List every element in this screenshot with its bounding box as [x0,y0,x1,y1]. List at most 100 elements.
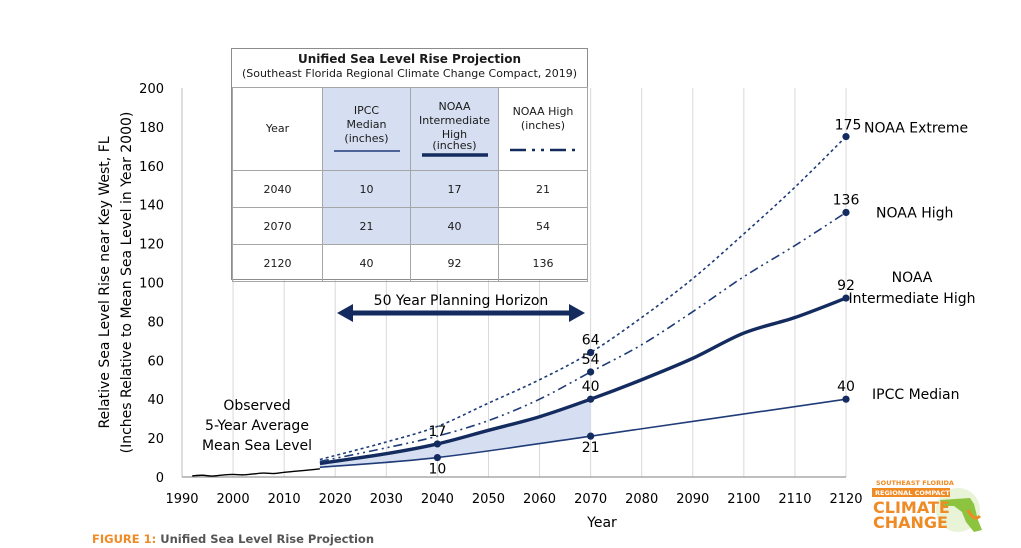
cell-noaa-int-high: 92 [410,244,499,282]
cell-ipcc: 10 [322,170,411,208]
data-point [842,294,850,302]
cell-noaa-high: 54 [498,207,588,245]
data-point [433,453,441,462]
header-nih-line1: NOAA [438,100,471,113]
header-ipcc-line1: IPCC [353,104,380,118]
data-point [587,432,595,440]
x-tick-label: 2100 [727,492,760,507]
header-ipcc-line3: (inches) [344,131,389,145]
data-label: 40 [582,379,600,395]
observed-label: Observed [223,398,290,414]
series-label: NOAA Extreme [864,121,968,137]
series-line [192,468,320,477]
x-tick-label: 2050 [472,492,505,507]
series-label: NOAA [892,270,933,286]
series-line [319,211,847,463]
florida-outline-icon [936,488,982,532]
observed-label: Mean Sea Level [202,438,312,454]
observed-label: 5-Year Average [205,418,309,434]
x-axis-title: Year [586,515,617,531]
cell-noaa-int-high: 17 [410,170,499,208]
cell-year: 2040 [232,170,323,208]
x-tick-label: 2010 [268,492,301,507]
header-nih-line4: (inches) [432,139,477,153]
planning-arrow-right-icon [569,304,585,322]
caption-lead: FIGURE 1: [92,532,157,546]
data-point [842,133,850,141]
x-tick-label: 2040 [421,492,454,507]
header-noaa-high: NOAA High (inches) [498,87,588,171]
y-tick-label: 40 [147,393,164,408]
data-label: 64 [582,333,600,349]
x-tick-label: 2000 [217,492,250,507]
header-nih-line3: High [441,127,468,141]
logo-line3: CLIMATE [873,498,950,517]
cell-noaa-high: 136 [498,244,588,282]
data-label: 21 [582,440,600,456]
data-label: 17 [428,424,446,440]
header-year: Year [232,87,323,171]
climate-compact-logo: SOUTHEAST FLORIDA REGIONAL COMPACT CLIMA… [872,479,982,532]
projection-grid: Year IPCC Median (inches) NOAA Intermedi… [232,87,588,282]
planning-horizon-label: 50 Year Planning Horizon [374,293,549,309]
cell-year: 2070 [232,207,323,245]
data-point [587,395,595,403]
table-row: 2070 21 40 54 [232,207,588,245]
y-tick-label: 200 [139,82,164,97]
series-line [319,136,847,461]
x-tick-label: 2020 [319,492,352,507]
header-ipcc-line2: Median [346,118,387,132]
data-label: 54 [582,352,600,368]
table-row: 2040 10 17 21 [232,170,588,208]
x-tick-label: 2060 [523,492,556,507]
data-label: 136 [833,192,860,208]
y-tick-label: 180 [139,121,164,136]
x-tick-label: 2070 [574,492,607,507]
header-noaa-int-high: NOAA Intermediate High (inches) [410,87,499,171]
y-axis-title-line2: (Inches Relative to Mean Sea Level in Ye… [119,112,135,454]
table-title: Unified Sea Level Rise Projection [297,52,522,66]
logo-line4: CHANGE [873,513,948,532]
x-tick-label: 1990 [165,492,198,507]
header-ipcc-median: IPCC Median (inches) [322,87,411,171]
series-line [319,398,847,469]
header-nih-line2: Intermediate [419,113,490,127]
logo-line1: SOUTHEAST FLORIDA [876,479,954,487]
x-tick-label: 2120 [829,492,862,507]
y-tick-label: 140 [139,199,164,214]
cell-ipcc: 21 [322,207,411,245]
table-header-row: Year IPCC Median (inches) NOAA Intermedi… [232,87,588,171]
y-tick-label: 20 [147,432,164,447]
data-label: 10 [428,462,446,478]
y-tick-label: 120 [139,238,164,253]
y-tick-label: 160 [139,160,164,175]
table-subtitle: (Southeast Florida Regional Climate Chan… [241,67,578,80]
x-tick-label: 2110 [778,492,811,507]
legend-thick-solid-icon [421,153,488,157]
cell-noaa-int-high: 40 [410,207,499,245]
data-point [842,395,850,403]
table-row: 2120 40 92 136 [232,244,588,282]
cell-noaa-high: 21 [498,170,588,208]
x-tick-label: 2080 [625,492,658,507]
data-point [842,208,850,217]
header-nh-line2: (inches) [520,119,566,132]
legend-thin-solid-icon [333,149,400,152]
data-point [433,440,441,448]
y-tick-label: 100 [139,277,164,292]
data-point [587,368,595,376]
caption-text: Unified Sea Level Rise Projection [160,532,375,546]
cell-year: 2120 [232,244,323,282]
figure-caption: FIGURE 1: Unified Sea Level Rise Project… [92,532,374,546]
cell-ipcc: 40 [322,244,411,282]
y-tick-label: 60 [147,354,164,369]
data-point [587,348,595,357]
y-axis-title-line1: Relative Sea Level Rise near Key West, F… [97,136,113,428]
data-label: 175 [835,118,862,134]
y-tick-label: 80 [147,315,164,330]
header-year-line: Year [265,122,290,136]
series-label: IPCC Median [872,387,960,403]
data-label: 40 [837,379,855,395]
x-tick-label: 2030 [370,492,403,507]
x-tick-label: 2090 [676,492,709,507]
